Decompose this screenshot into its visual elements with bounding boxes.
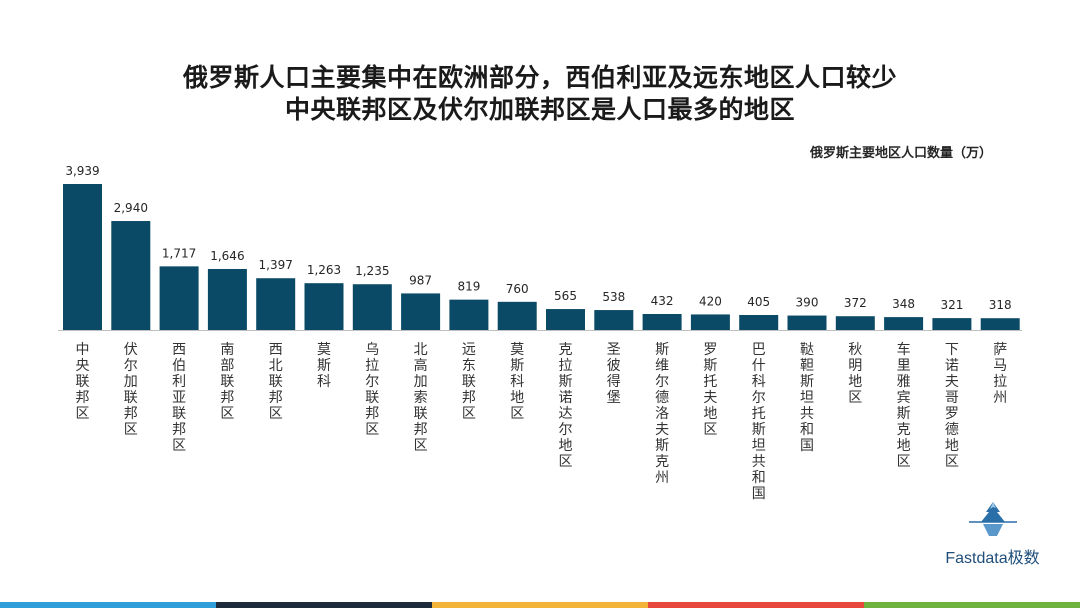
data-label: 760 bbox=[506, 282, 529, 296]
category-label: 南部联邦区 bbox=[220, 342, 234, 422]
bar bbox=[980, 318, 1020, 330]
bar bbox=[932, 318, 972, 330]
category-label: 圣彼得堡 bbox=[607, 342, 621, 406]
data-label: 1,263 bbox=[307, 263, 341, 277]
bar bbox=[256, 278, 296, 330]
bar bbox=[642, 313, 682, 330]
color-stripe bbox=[0, 602, 216, 608]
category-label: 西伯利亚联邦区 bbox=[172, 342, 186, 454]
category-label: 秋明地区 bbox=[848, 342, 862, 406]
color-stripe bbox=[432, 602, 648, 608]
category-label: 伏尔加联邦区 bbox=[124, 342, 138, 438]
category-label: 罗斯托夫地区 bbox=[703, 342, 717, 438]
bar bbox=[690, 314, 730, 330]
bar bbox=[884, 317, 924, 330]
category-label: 车里雅宾斯克地区 bbox=[897, 341, 911, 470]
bar bbox=[497, 301, 537, 330]
title-line-2: 中央联邦区及伏尔加联邦区是人口最多的地区 bbox=[284, 95, 795, 124]
bar bbox=[352, 284, 392, 330]
bar bbox=[304, 283, 344, 330]
data-label: 2,940 bbox=[114, 201, 148, 215]
data-label: 348 bbox=[892, 297, 915, 311]
color-stripe bbox=[648, 602, 864, 608]
bar bbox=[63, 184, 102, 330]
category-label: 巴什科尔托斯坦共和国 bbox=[752, 342, 766, 502]
category-label: 克拉斯诺达尔地区 bbox=[559, 342, 573, 470]
data-label: 1,717 bbox=[162, 246, 196, 260]
data-label: 1,397 bbox=[259, 258, 293, 272]
data-label: 1,235 bbox=[355, 264, 389, 278]
category-label: 莫斯科地区 bbox=[510, 342, 524, 422]
category-label: 乌拉尔联邦区 bbox=[365, 342, 379, 438]
bar bbox=[787, 315, 827, 330]
data-label: 318 bbox=[989, 298, 1012, 312]
data-label: 432 bbox=[651, 294, 674, 308]
color-stripe bbox=[864, 602, 1080, 608]
data-label: 420 bbox=[699, 294, 722, 308]
category-label: 下诺夫哥罗德地区 bbox=[945, 342, 959, 470]
category-label: 北高加索联邦区 bbox=[414, 342, 428, 454]
fastdata-logo: Fastdata极数 bbox=[935, 500, 1050, 568]
category-label: 莫斯科 bbox=[317, 342, 331, 390]
data-label: 390 bbox=[796, 296, 819, 310]
bar bbox=[739, 314, 779, 330]
bar-chart: 3,939 中央联邦区 2,940 伏尔加联邦区 1,717 西伯利亚联邦区 1,646 南部… bbox=[58, 164, 1022, 502]
data-label: 3,939 bbox=[65, 164, 99, 178]
bar bbox=[594, 310, 634, 330]
category-label: 远东联邦区 bbox=[462, 342, 476, 422]
data-label: 1,646 bbox=[210, 249, 244, 263]
bar bbox=[401, 293, 441, 330]
data-label: 987 bbox=[409, 273, 432, 287]
category-label: 中央联邦区 bbox=[76, 342, 90, 422]
bottom-color-stripes bbox=[0, 602, 1080, 608]
bar bbox=[449, 299, 489, 330]
category-label: 萨马拉州 bbox=[993, 342, 1007, 406]
title-line-1: 俄罗斯人口主要集中在欧洲部分，西伯利亚及远东地区人口较少 bbox=[182, 63, 897, 92]
bar bbox=[111, 221, 151, 330]
logo-text: Fastdata极数 bbox=[945, 550, 1040, 567]
data-label: 565 bbox=[554, 289, 577, 303]
data-label: 321 bbox=[940, 298, 963, 312]
data-label: 372 bbox=[844, 296, 867, 310]
bar bbox=[835, 316, 875, 330]
bar bbox=[546, 309, 585, 330]
iceberg-icon bbox=[968, 502, 1017, 536]
category-label: 斯维尔德洛夫斯克州 bbox=[655, 342, 669, 486]
category-label: 鞑靼斯坦共和国 bbox=[800, 342, 814, 454]
bar bbox=[207, 268, 247, 330]
chart-title: 俄罗斯主要地区人口数量（万） bbox=[809, 146, 992, 161]
data-label: 819 bbox=[457, 280, 480, 294]
color-stripe bbox=[216, 602, 432, 608]
bar bbox=[159, 266, 199, 330]
data-label: 538 bbox=[602, 290, 625, 304]
category-label: 西北联邦区 bbox=[269, 342, 283, 422]
data-label: 405 bbox=[747, 295, 770, 309]
